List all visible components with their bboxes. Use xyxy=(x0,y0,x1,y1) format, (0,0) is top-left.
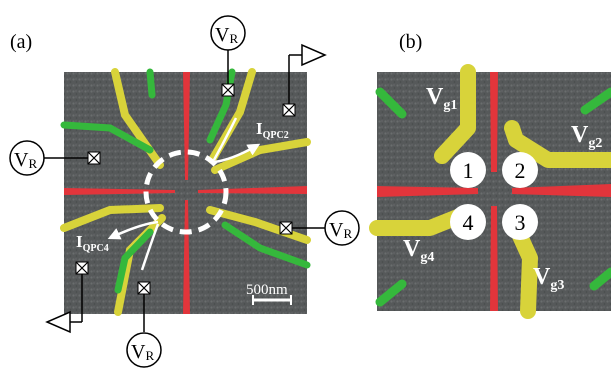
svg-text:VR: VR xyxy=(131,341,154,363)
svg-text:4: 4 xyxy=(463,210,474,235)
current-label-qpc2: IQPC2 xyxy=(256,119,289,141)
contact-left xyxy=(87,151,101,165)
voltage-source-bottom: VR xyxy=(126,332,162,368)
contact-top xyxy=(221,83,235,97)
wires xyxy=(43,49,325,332)
dot-3: 3 xyxy=(502,204,538,240)
svg-text:2: 2 xyxy=(515,158,526,183)
voltage-source-right: VR xyxy=(324,210,360,246)
scale-bar-label: 500nm xyxy=(246,282,288,298)
contact-bottom-left xyxy=(75,261,89,275)
gate-label-g2: Vg2 xyxy=(571,122,602,151)
panel-a-label: (a) xyxy=(10,31,32,53)
svg-text:1: 1 xyxy=(463,158,474,183)
gate-label-g3: Vg3 xyxy=(533,264,564,293)
svg-text:VR: VR xyxy=(329,219,352,241)
voltage-source-left: VR xyxy=(9,140,45,176)
green-gates-a xyxy=(60,68,311,294)
dot-2: 2 xyxy=(502,152,538,188)
current-arrow-qpc4 xyxy=(107,220,159,240)
contact-bottom xyxy=(137,281,151,295)
svg-text:VR: VR xyxy=(14,149,37,171)
svg-text:VR: VR xyxy=(215,24,238,46)
current-arrow-qpc2 xyxy=(213,143,261,164)
dot-4: 4 xyxy=(450,204,486,240)
ground-symbol-top-right xyxy=(301,43,327,67)
current-path-in-qpc2 xyxy=(212,117,238,161)
current-path-in-qpc4 xyxy=(140,223,160,271)
dot-1: 1 xyxy=(450,152,486,188)
contact-right xyxy=(279,221,293,235)
ground-symbol-bottom-left xyxy=(45,310,71,334)
gate-label-g1: Vg1 xyxy=(426,84,457,113)
panel-b-label: (b) xyxy=(399,31,422,53)
panel-b-sem-image: 1 2 3 4 Vg1 Vg2 Vg4 Vg3 xyxy=(369,64,611,319)
panel-a-sem-image: 500nm xyxy=(60,68,311,316)
dashed-region-circle xyxy=(143,149,229,235)
current-label-qpc4: IQPC4 xyxy=(76,232,109,254)
contact-top-right xyxy=(282,103,296,117)
voltage-source-top: VR xyxy=(210,15,246,51)
svg-text:3: 3 xyxy=(515,210,526,235)
gate-label-g4: Vg4 xyxy=(403,236,434,265)
